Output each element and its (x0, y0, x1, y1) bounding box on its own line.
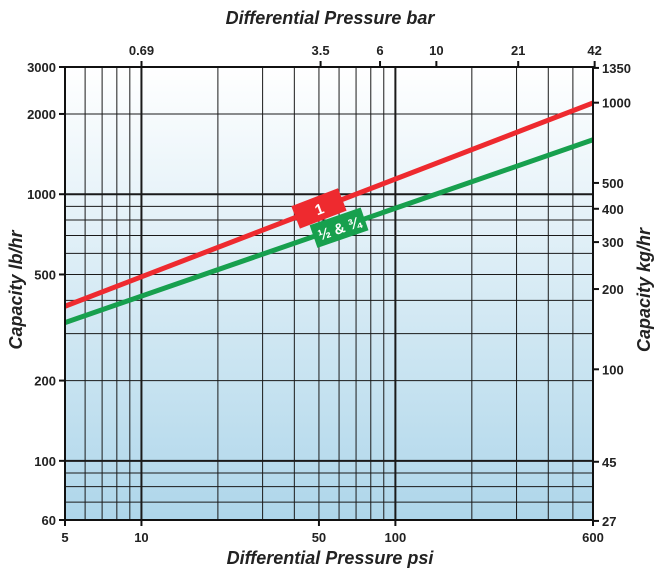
tick-label-bottom: 600 (582, 530, 604, 545)
tick-label-left: 500 (34, 267, 56, 282)
plot-frame (64, 66, 594, 521)
tick-label-right: 27 (602, 514, 616, 529)
series-label-background (291, 188, 347, 229)
tick-label-top: 21 (511, 43, 525, 58)
tick-label-top: 42 (587, 43, 601, 58)
tick-label-right: 45 (602, 455, 616, 470)
tick-label-left: 60 (42, 513, 56, 528)
tick-labels: 5 10 50 100 600 0.69 3.5 6 10 21 42 60 100 200 500 1000… (27, 43, 631, 545)
tick-label-right: 500 (602, 176, 624, 191)
tick-label-left: 3000 (27, 60, 56, 75)
series-label-background (309, 207, 369, 248)
series-label-badge: 1 (291, 188, 347, 229)
tick-label-top: 0.69 (129, 43, 154, 58)
tick-label-right: 300 (602, 235, 624, 250)
tick-label-left: 1000 (27, 187, 56, 202)
tick-label-bottom: 100 (385, 530, 407, 545)
tick-label-bottom: 5 (61, 530, 68, 545)
y-axis-title-left: Capacity lb/hr (6, 229, 26, 349)
tick-label-top: 10 (429, 43, 443, 58)
grid (65, 67, 593, 520)
tick-label-right: 1350 (602, 61, 631, 76)
tick-label-right: 1000 (602, 96, 631, 111)
series-layer: 1½ & ¾ (64, 100, 594, 325)
tick-label-right: 400 (602, 202, 624, 217)
tick-label-top: 3.5 (312, 43, 330, 58)
tick-label-bottom: 10 (134, 530, 148, 545)
tick-label-left: 200 (34, 374, 56, 389)
tick-label-left: 100 (34, 454, 56, 469)
tick-label-left: 2000 (27, 107, 56, 122)
x-axis-title-top: Differential Pressure bar (226, 8, 436, 28)
tick-label-right: 200 (602, 282, 624, 297)
x-axis-title-bottom: Differential Pressure psi (227, 548, 435, 568)
tick-label-right: 100 (602, 362, 624, 377)
tick-label-bottom: 50 (312, 530, 326, 545)
y-axis-title-right: Capacity kg/hr (634, 227, 654, 352)
tick-label-top: 6 (376, 43, 383, 58)
